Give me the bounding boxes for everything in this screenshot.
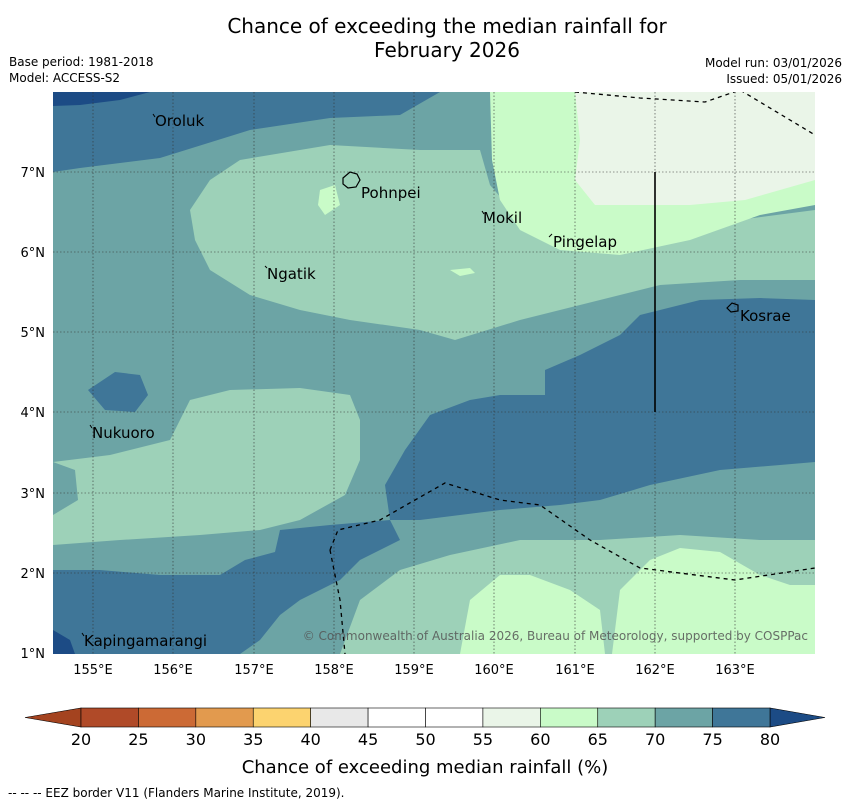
eez-footnote: -- -- -- EEZ border V11 (Flanders Marine… xyxy=(8,786,345,800)
colorbar-swatch xyxy=(367,707,426,728)
place-mokil: Mokil xyxy=(483,209,522,227)
colorbar-tick-label: 70 xyxy=(645,730,665,749)
colorbar-tick-label: 80 xyxy=(760,730,780,749)
atoll-markers xyxy=(81,113,553,637)
place-kapingamarangi: Kapingamarangi xyxy=(84,632,207,650)
lat-tick: 1°N xyxy=(21,647,46,662)
base-period: Base period: 1981-2018 xyxy=(9,55,154,69)
colorbar-tick-label: 75 xyxy=(702,730,722,749)
colorbar-swatch xyxy=(712,707,771,728)
colorbar-swatch xyxy=(195,707,254,728)
lon-tick: 158°E xyxy=(314,663,354,678)
latitude-ticks: 7°N 6°N 5°N 4°N 3°N 2°N 1°N xyxy=(21,166,46,662)
colorbar-swatch xyxy=(310,707,369,728)
colorbar-tick-label: 35 xyxy=(243,730,263,749)
colorbar-swatch xyxy=(597,707,656,728)
place-labels: Oroluk Pohnpei Mokil Pingelap Ngatik Kos… xyxy=(84,112,791,650)
lon-tick: 159°E xyxy=(394,663,434,678)
lat-tick: 7°N xyxy=(21,166,46,181)
longitude-ticks: 155°E 156°E 157°E 158°E 159°E 160°E 161°… xyxy=(73,663,755,678)
colorbar-tick-label: 25 xyxy=(128,730,148,749)
lon-tick: 160°E xyxy=(474,663,514,678)
copyright-notice: © Commonwealth of Australia 2026, Bureau… xyxy=(303,629,808,643)
place-nukuoro: Nukuoro xyxy=(92,424,155,442)
colorbar-ticks: 20 25 30 35 40 45 50 55 60 65 70 75 80 xyxy=(71,730,780,749)
lon-tick: 156°E xyxy=(153,663,193,678)
place-pohnpei: Pohnpei xyxy=(361,184,421,202)
lon-tick: 162°E xyxy=(635,663,675,678)
colorbar-tick-label: 60 xyxy=(530,730,550,749)
lat-tick: 4°N xyxy=(21,406,46,421)
colorbar-tick-label: 50 xyxy=(415,730,435,749)
pohnpei-island xyxy=(342,171,361,189)
colorbar-swatch xyxy=(654,707,713,728)
lat-tick: 6°N xyxy=(21,246,46,261)
colorbar-tick-label: 20 xyxy=(71,730,91,749)
colorbar xyxy=(24,707,826,728)
island-shapes xyxy=(342,171,739,313)
place-oroluk: Oroluk xyxy=(155,112,204,130)
colorbar-swatch xyxy=(138,707,197,728)
eez-border xyxy=(329,92,815,654)
colorbar-high-extend xyxy=(769,707,826,728)
lon-tick: 157°E xyxy=(234,663,274,678)
lat-tick: 3°N xyxy=(21,487,46,502)
colorbar-swatch xyxy=(252,707,311,728)
chart-title-line-1: Chance of exceeding the median rainfall … xyxy=(227,14,667,38)
lat-tick: 2°N xyxy=(21,567,46,582)
colorbar-swatch xyxy=(80,707,139,728)
colorbar-label: Chance of exceeding median rainfall (%) xyxy=(242,757,609,778)
colorbar-swatch xyxy=(540,707,599,728)
lon-tick: 155°E xyxy=(73,663,113,678)
lon-tick: 161°E xyxy=(555,663,595,678)
colorbar-tick-label: 65 xyxy=(588,730,608,749)
place-ngatik: Ngatik xyxy=(267,265,316,283)
map-contours: Oroluk Pohnpei Mokil Pingelap Ngatik Kos… xyxy=(53,92,815,654)
colorbar-low-extend xyxy=(24,707,82,728)
issued-date: Issued: 05/01/2026 xyxy=(726,72,842,86)
model-name: Model: ACCESS-S2 xyxy=(9,71,121,85)
colorbar-swatch xyxy=(482,707,541,728)
colorbar-tick-label: 55 xyxy=(473,730,493,749)
colorbar-tick-label: 30 xyxy=(186,730,206,749)
kosrae-island xyxy=(726,302,739,313)
colorbar-swatch xyxy=(425,707,484,728)
colorbar-tick-label: 40 xyxy=(300,730,320,749)
place-kosrae: Kosrae xyxy=(740,307,791,325)
lon-tick: 163°E xyxy=(715,663,755,678)
chart-title-line-2: February 2026 xyxy=(374,38,520,62)
colorbar-tick-label: 45 xyxy=(358,730,378,749)
lat-tick: 5°N xyxy=(21,326,46,341)
place-pingelap: Pingelap xyxy=(553,233,617,251)
model-run: Model run: 03/01/2026 xyxy=(704,56,842,70)
